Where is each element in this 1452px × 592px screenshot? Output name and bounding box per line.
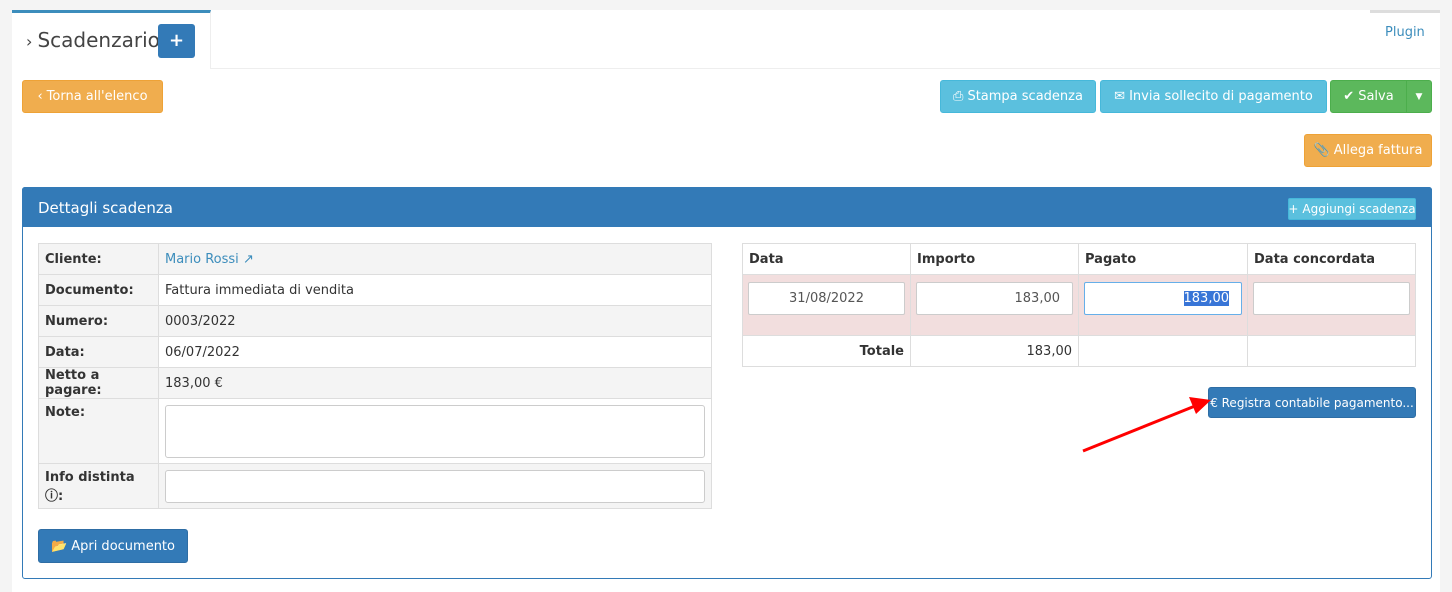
row-netto: Netto a pagare: 183,00 € [38,367,712,399]
add-due-button[interactable]: + Aggiungi scadenza [1288,198,1416,220]
value-cell: Mario Rossi ↗ [158,243,712,275]
label: Documento: [38,274,159,306]
caret-down-icon: ▼ [1415,91,1423,102]
value: Fattura immediata di vendita [158,274,712,306]
schedule-table: Data Importo Pagato Data concordata 31/08/2… [742,243,1416,367]
print-icon: ⎙ [953,89,964,104]
arrow-shaft [1082,404,1196,453]
col-importo: Importo [910,243,1079,275]
row-note: Note: [38,398,712,464]
row-cliente: Cliente: Mario Rossi ↗ [38,243,712,275]
row-numero: Numero: 0003/2022 [38,305,712,337]
tab-plugin[interactable]: Plugin [1385,25,1425,40]
empty-cell [1247,335,1416,367]
page-title: › Scadenzario [26,28,160,52]
tab-bar [12,10,1440,69]
value-cell [158,398,712,464]
label: Netto a pagare: [38,367,159,399]
value-cell [158,463,712,509]
schedule-row: 31/08/2022 183,00 183,00 [742,274,1416,336]
question-circle-icon[interactable]: ⓘ [45,489,59,504]
col-data-concordata: Data concordata [1247,243,1416,275]
label: Cliente: [38,243,159,275]
save-dropdown-button[interactable]: ▼ [1406,80,1432,113]
print-button[interactable]: ⎙ Stampa scadenza [940,80,1096,113]
send-reminder-button[interactable]: ✉ Invia sollecito di pagamento [1100,80,1327,113]
label: Info distinta ⓘ: [38,463,159,509]
plugin-tab-indicator [1370,10,1440,13]
arrow-head [1189,397,1211,414]
row-documento: Documento: Fattura immediata di vendita [38,274,712,306]
selected-text: 183,00 [1183,291,1229,306]
back-to-list-button[interactable]: ‹ Torna all'elenco [22,80,163,113]
total-row: Totale 183,00 [742,335,1416,367]
save-button[interactable]: ✔ Salva [1330,80,1407,113]
cell [1247,274,1416,336]
open-document-button[interactable]: 📂 Apri documento [38,529,188,563]
panel-header [22,187,1432,227]
cell: 31/08/2022 [742,274,911,336]
date-input[interactable]: 31/08/2022 [748,282,905,315]
check-icon: ✔ [1343,89,1355,104]
folder-open-icon: 📂 [51,538,68,554]
paperclip-icon: 📎 [1313,143,1330,158]
attach-invoice-button[interactable]: 📎 Allega fattura [1304,134,1432,167]
info-distinta-input[interactable] [165,470,705,503]
chevron-right-icon: › [26,32,38,51]
total-value: 183,00 [910,335,1079,367]
row-info-distinta: Info distinta ⓘ: [38,463,712,509]
plus-icon: + [168,30,185,51]
cell: 183,00 [910,274,1079,336]
cell: 183,00 [1078,274,1248,336]
register-payment-button[interactable]: € Registra contabile pagamento... [1208,387,1416,418]
notes-textarea[interactable] [165,405,705,458]
plus-icon: + [1288,202,1299,216]
external-link-icon[interactable]: ↗ [242,251,254,267]
chevron-left-icon: ‹ [37,89,43,104]
paid-input[interactable]: 183,00 [1084,282,1242,315]
client-link[interactable]: Mario Rossi [165,251,239,267]
amount-input[interactable]: 183,00 [916,282,1073,315]
col-data: Data [742,243,911,275]
details-table: Cliente: Mario Rossi ↗ Documento: Fattura … [38,243,712,509]
total-label: Totale [742,335,911,367]
empty-cell [1078,335,1248,367]
envelope-icon: ✉ [1114,89,1126,104]
value: 0003/2022 [158,305,712,337]
agreed-date-input[interactable] [1253,282,1410,315]
add-button[interactable]: + [158,24,195,58]
panel-title: Dettagli scadenza [38,199,173,217]
label-text: Info distinta [45,470,135,485]
